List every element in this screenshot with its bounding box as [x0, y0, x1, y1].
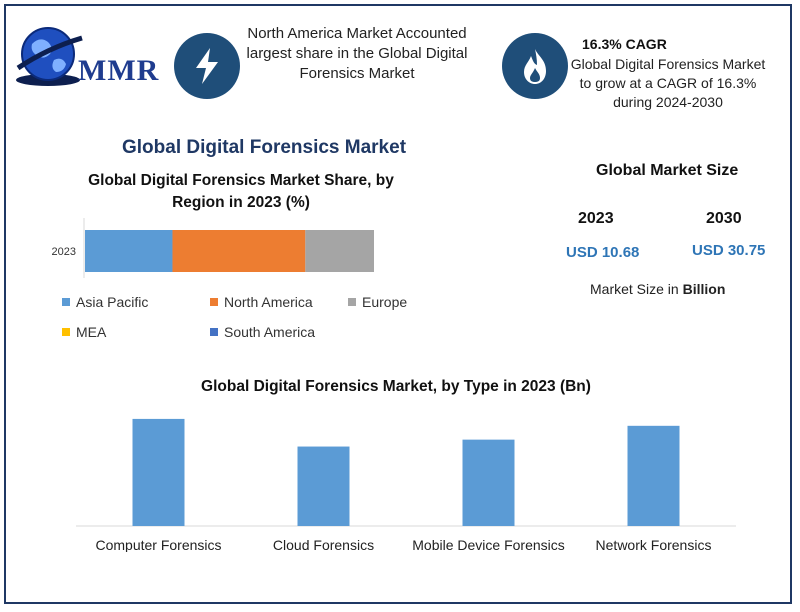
value-2023: USD 10.68 — [566, 244, 640, 261]
legend-item-south-america: South America — [210, 324, 315, 340]
logo: MMR — [14, 24, 164, 94]
market-size-note-prefix: Market Size in — [590, 281, 683, 297]
legend-item-asia-pacific: Asia Pacific — [62, 294, 148, 310]
main-title: Global Digital Forensics Market — [122, 137, 407, 158]
type-chart-title: Global Digital Forensics Market, by Type… — [201, 378, 591, 395]
lightning-icon — [196, 48, 218, 84]
market-size-title: Global Market Size — [596, 162, 739, 179]
region-segment-north-america — [172, 230, 306, 272]
type-bar-chart: Computer Forensics Cloud Forensics Mobile … — [76, 418, 736, 552]
legend-swatch — [348, 298, 356, 306]
legend-label: North America — [224, 294, 313, 310]
legend-item-north-america: North America — [210, 294, 313, 310]
highlight-north-america: North America Market Accounted largest s… — [246, 25, 468, 82]
legend-label: Europe — [362, 294, 408, 310]
globe-icon — [16, 27, 83, 86]
legend-swatch — [210, 298, 218, 306]
type-category-label: Network Forensics — [596, 537, 712, 552]
legend-item-mea: MEA — [62, 324, 106, 340]
type-category-label: Mobile Device Forensics — [412, 537, 565, 552]
region-chart-title: Global Digital Forensics Market Share, b… — [88, 172, 394, 211]
flame-icon — [524, 49, 546, 84]
infographic-frame: MMR North America Market Accounted large… — [4, 4, 792, 604]
region-legend: Asia Pacific North America Europe MEA South … — [62, 294, 422, 350]
year-2023: 2023 — [578, 210, 614, 227]
legend-item-europe: Europe — [348, 294, 407, 310]
region-segment-europe — [305, 230, 374, 272]
legend-swatch — [62, 328, 70, 336]
logo-text: MMR — [78, 54, 160, 87]
legend-swatch — [62, 298, 70, 306]
region-segment-asia-pacific — [85, 230, 173, 272]
legend-label: MEA — [76, 324, 107, 340]
flame-badge — [502, 33, 568, 99]
cagr-description: Global Digital Forensics Market to grow … — [570, 56, 766, 110]
region-share-chart: 2023 — [52, 218, 374, 278]
type-bar-computer-forensics — [132, 418, 185, 526]
legend-label: South America — [224, 324, 316, 340]
legend-label: Asia Pacific — [76, 294, 149, 310]
type-category-label: Cloud Forensics — [273, 537, 374, 552]
region-category-label: 2023 — [52, 246, 76, 258]
type-bar-mobile-device-forensics — [462, 439, 515, 526]
type-category-label: Computer Forensics — [95, 537, 221, 552]
year-2030: 2030 — [706, 210, 742, 227]
type-bar-network-forensics — [627, 425, 680, 526]
cagr-title: 16.3% CAGR — [582, 36, 667, 52]
market-size-note-unit: Billion — [682, 281, 726, 297]
market-size-note: Market Size in Billion — [590, 281, 725, 297]
lightning-badge — [174, 33, 240, 99]
legend-swatch — [210, 328, 218, 336]
value-2030: USD 30.75 — [692, 242, 766, 259]
type-bar-cloud-forensics — [297, 446, 350, 526]
